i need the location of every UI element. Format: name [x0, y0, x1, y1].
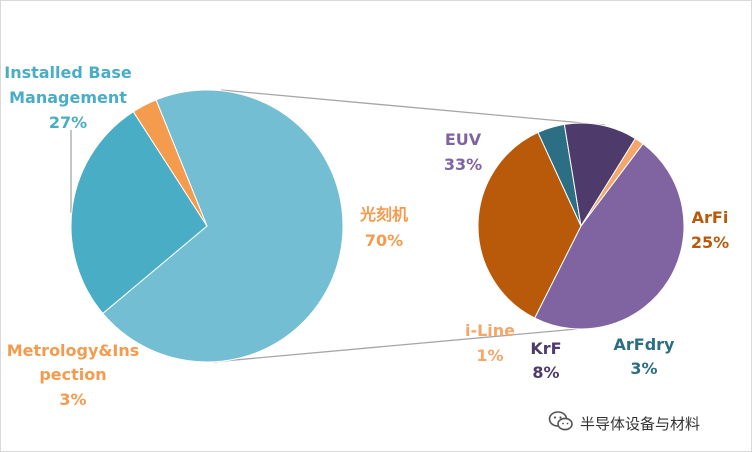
label-krf-value: 8%	[532, 363, 559, 382]
label-krf-name: KrF	[530, 339, 561, 358]
sub-slice-euv-0	[534, 143, 685, 330]
main-slice-installed-base-management-1	[70, 110, 208, 315]
label-metrology-name-1: Metrology&Ins	[7, 341, 139, 360]
label-metrology-name-2: pection	[39, 365, 106, 384]
sub-pie	[477, 122, 685, 330]
connector-line	[212, 328, 578, 363]
label-iline-value: 1%	[476, 346, 503, 365]
label-arfi-name: ArFi	[692, 208, 729, 227]
wechat-icon	[548, 410, 574, 436]
main-pie	[70, 89, 344, 363]
watermark-text: 半导体设备与材料	[580, 414, 701, 433]
sub-slice-arfi-1	[477, 131, 582, 319]
label-lithography-name: 光刻机	[359, 205, 408, 224]
label-euv-value: 33%	[444, 155, 482, 174]
sub-slice-krf-3	[563, 122, 637, 228]
connector-lines	[70, 89, 606, 363]
label-installed-base-name-2: Management	[9, 88, 127, 107]
label-iline-name: i-Line	[465, 321, 515, 340]
label-metrology-value: 3%	[59, 390, 86, 409]
label-arfdry-value: 3%	[630, 359, 657, 378]
label-lithography-value: 70%	[365, 231, 403, 250]
label-installed-base-name-1: Installed Base	[4, 63, 132, 82]
connector-line	[220, 89, 606, 126]
label-arfdry-name: ArFdry	[614, 335, 676, 354]
main-slice-metrology-inspection-2	[132, 99, 208, 227]
watermark: 半导体设备与材料	[548, 410, 700, 436]
label-arfi-value: 25%	[691, 233, 729, 252]
sub-slice-i-line-4	[580, 137, 644, 227]
main-slice-slice-0	[102, 89, 344, 363]
label-euv-name: EUV	[445, 130, 482, 149]
label-installed-base-value: 27%	[49, 113, 87, 132]
